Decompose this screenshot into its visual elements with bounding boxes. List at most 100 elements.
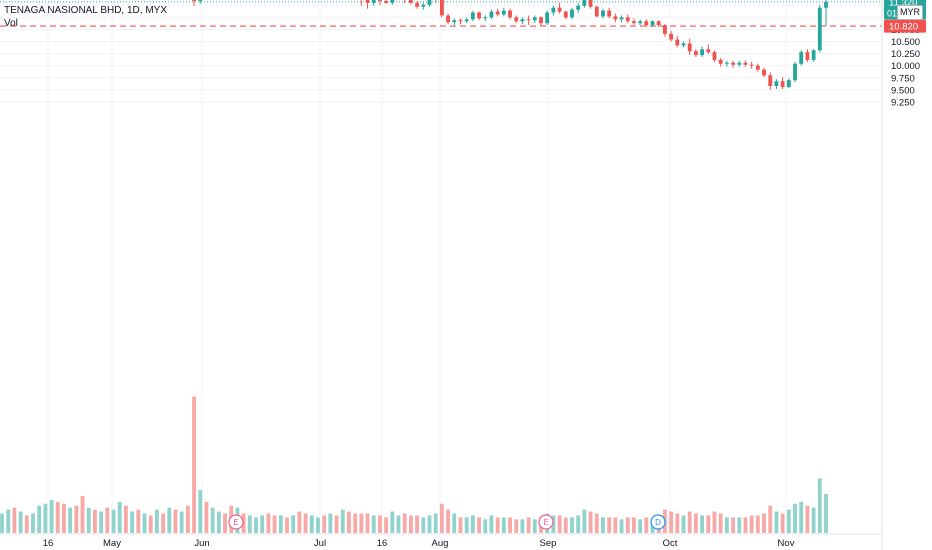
volume-bar: [526, 517, 531, 533]
volume-bar: [687, 511, 692, 533]
volume-bar: [762, 513, 766, 533]
candle-body: [198, 0, 203, 1]
volume-bar: [179, 511, 184, 533]
volume-bar: [278, 515, 283, 533]
volume-bar: [80, 495, 85, 533]
volume-bar: [303, 513, 308, 533]
x-tick-label: Nov: [778, 538, 795, 549]
currency-badge[interactable]: MYR: [897, 5, 923, 20]
event-letter: E: [233, 518, 238, 527]
volume-bar: [563, 517, 568, 533]
candle-body: [570, 9, 574, 18]
volume-bar: [396, 515, 401, 533]
y-tick-label: 10.000: [891, 61, 920, 72]
volume-bar: [384, 517, 389, 533]
volume-bar: [768, 505, 773, 533]
volume-bar: [260, 515, 265, 533]
candle-body: [824, 1, 828, 8]
volume-bar: [272, 515, 277, 533]
volume-bar: [774, 511, 779, 533]
volume-bar: [161, 513, 166, 533]
candle-body: [446, 15, 450, 23]
candle-body: [365, 0, 370, 3]
price-axis: 9.2509.5009.75010.00010.25010.50010.7501…: [881, 0, 920, 550]
volume-bar: [731, 517, 735, 533]
volume-bar: [173, 509, 178, 533]
candle-body: [557, 7, 562, 12]
candle-body: [588, 0, 593, 7]
volume-bar: [464, 517, 469, 533]
symbol-title: TENAGA NASIONAL BHD, 1D, MYX: [4, 5, 168, 16]
volume-bar: [266, 513, 271, 533]
candle-body: [489, 11, 494, 18]
chart-header: TENAGA NASIONAL BHD, 1D, MYX Vol: [4, 4, 167, 30]
last-price-label: 11.320: [889, 0, 917, 8]
candle-body: [706, 49, 711, 53]
candle-body: [501, 10, 506, 15]
volume-bar: [86, 507, 91, 533]
volume-bar: [216, 511, 221, 533]
volume-bar: [111, 509, 116, 533]
candles: [192, 0, 828, 90]
volume-bar: [167, 507, 172, 533]
volume-bar: [136, 509, 141, 533]
volume-bar: [489, 515, 494, 533]
candle-body: [563, 11, 568, 18]
volume-bar: [427, 515, 432, 533]
event-letter: D: [655, 518, 661, 527]
candle-body: [700, 49, 705, 56]
volume-bar: [805, 505, 810, 533]
volume-bar: [390, 511, 395, 533]
volume-bar: [309, 515, 314, 533]
volume-bar: [192, 396, 196, 533]
candle-body: [786, 80, 791, 87]
volume-bar: [793, 503, 797, 533]
volume-bar: [371, 515, 376, 533]
candle-body: [384, 0, 389, 3]
volume-bar: [501, 517, 506, 533]
candle-body: [613, 16, 618, 20]
volume-bar: [693, 513, 698, 533]
volume-bar: [724, 517, 729, 533]
volume-bar: [594, 513, 599, 533]
candle-body: [464, 19, 469, 22]
volume-bar: [625, 517, 630, 533]
candle-body: [551, 7, 556, 13]
candle-body: [780, 81, 785, 87]
time-axis: 16 May Jun Jul 16 Aug Sep Oct Nov: [0, 533, 882, 549]
grid: [0, 0, 882, 534]
volume-bar: [706, 515, 711, 533]
volume-bar: [43, 503, 48, 533]
candle-body: [594, 6, 599, 17]
volume-bar: [786, 509, 791, 533]
x-tick-label: 16: [377, 538, 388, 549]
volume-bar: [223, 513, 227, 533]
volume-bar: [241, 513, 246, 533]
candle-body: [415, 2, 420, 7]
candle-body: [811, 50, 816, 60]
candle-body: [817, 7, 822, 51]
dividend-marker: [650, 514, 666, 530]
volume-bar: [576, 515, 581, 533]
volume-bar: [718, 513, 723, 533]
earnings-marker: [228, 514, 244, 530]
volume-bar: [675, 513, 680, 533]
candle-body: [495, 11, 500, 15]
y-tick-label: 10.500: [891, 37, 920, 48]
y-tick-label: 9.500: [891, 85, 915, 96]
volume-bar: [334, 515, 339, 533]
candle-body: [576, 5, 581, 10]
candle-body: [675, 39, 680, 46]
volume-bar: [55, 501, 60, 533]
candle-body: [452, 20, 457, 23]
candle-body: [520, 19, 525, 22]
candle-body: [470, 12, 475, 20]
volume-bar: [154, 509, 159, 533]
volume-bar: [749, 515, 754, 533]
volume-bar: [49, 499, 54, 533]
volume-bar: [74, 505, 79, 533]
x-tick-label: 16: [43, 538, 54, 549]
volume-bar: [737, 517, 742, 533]
volume-bar: [0, 513, 4, 533]
